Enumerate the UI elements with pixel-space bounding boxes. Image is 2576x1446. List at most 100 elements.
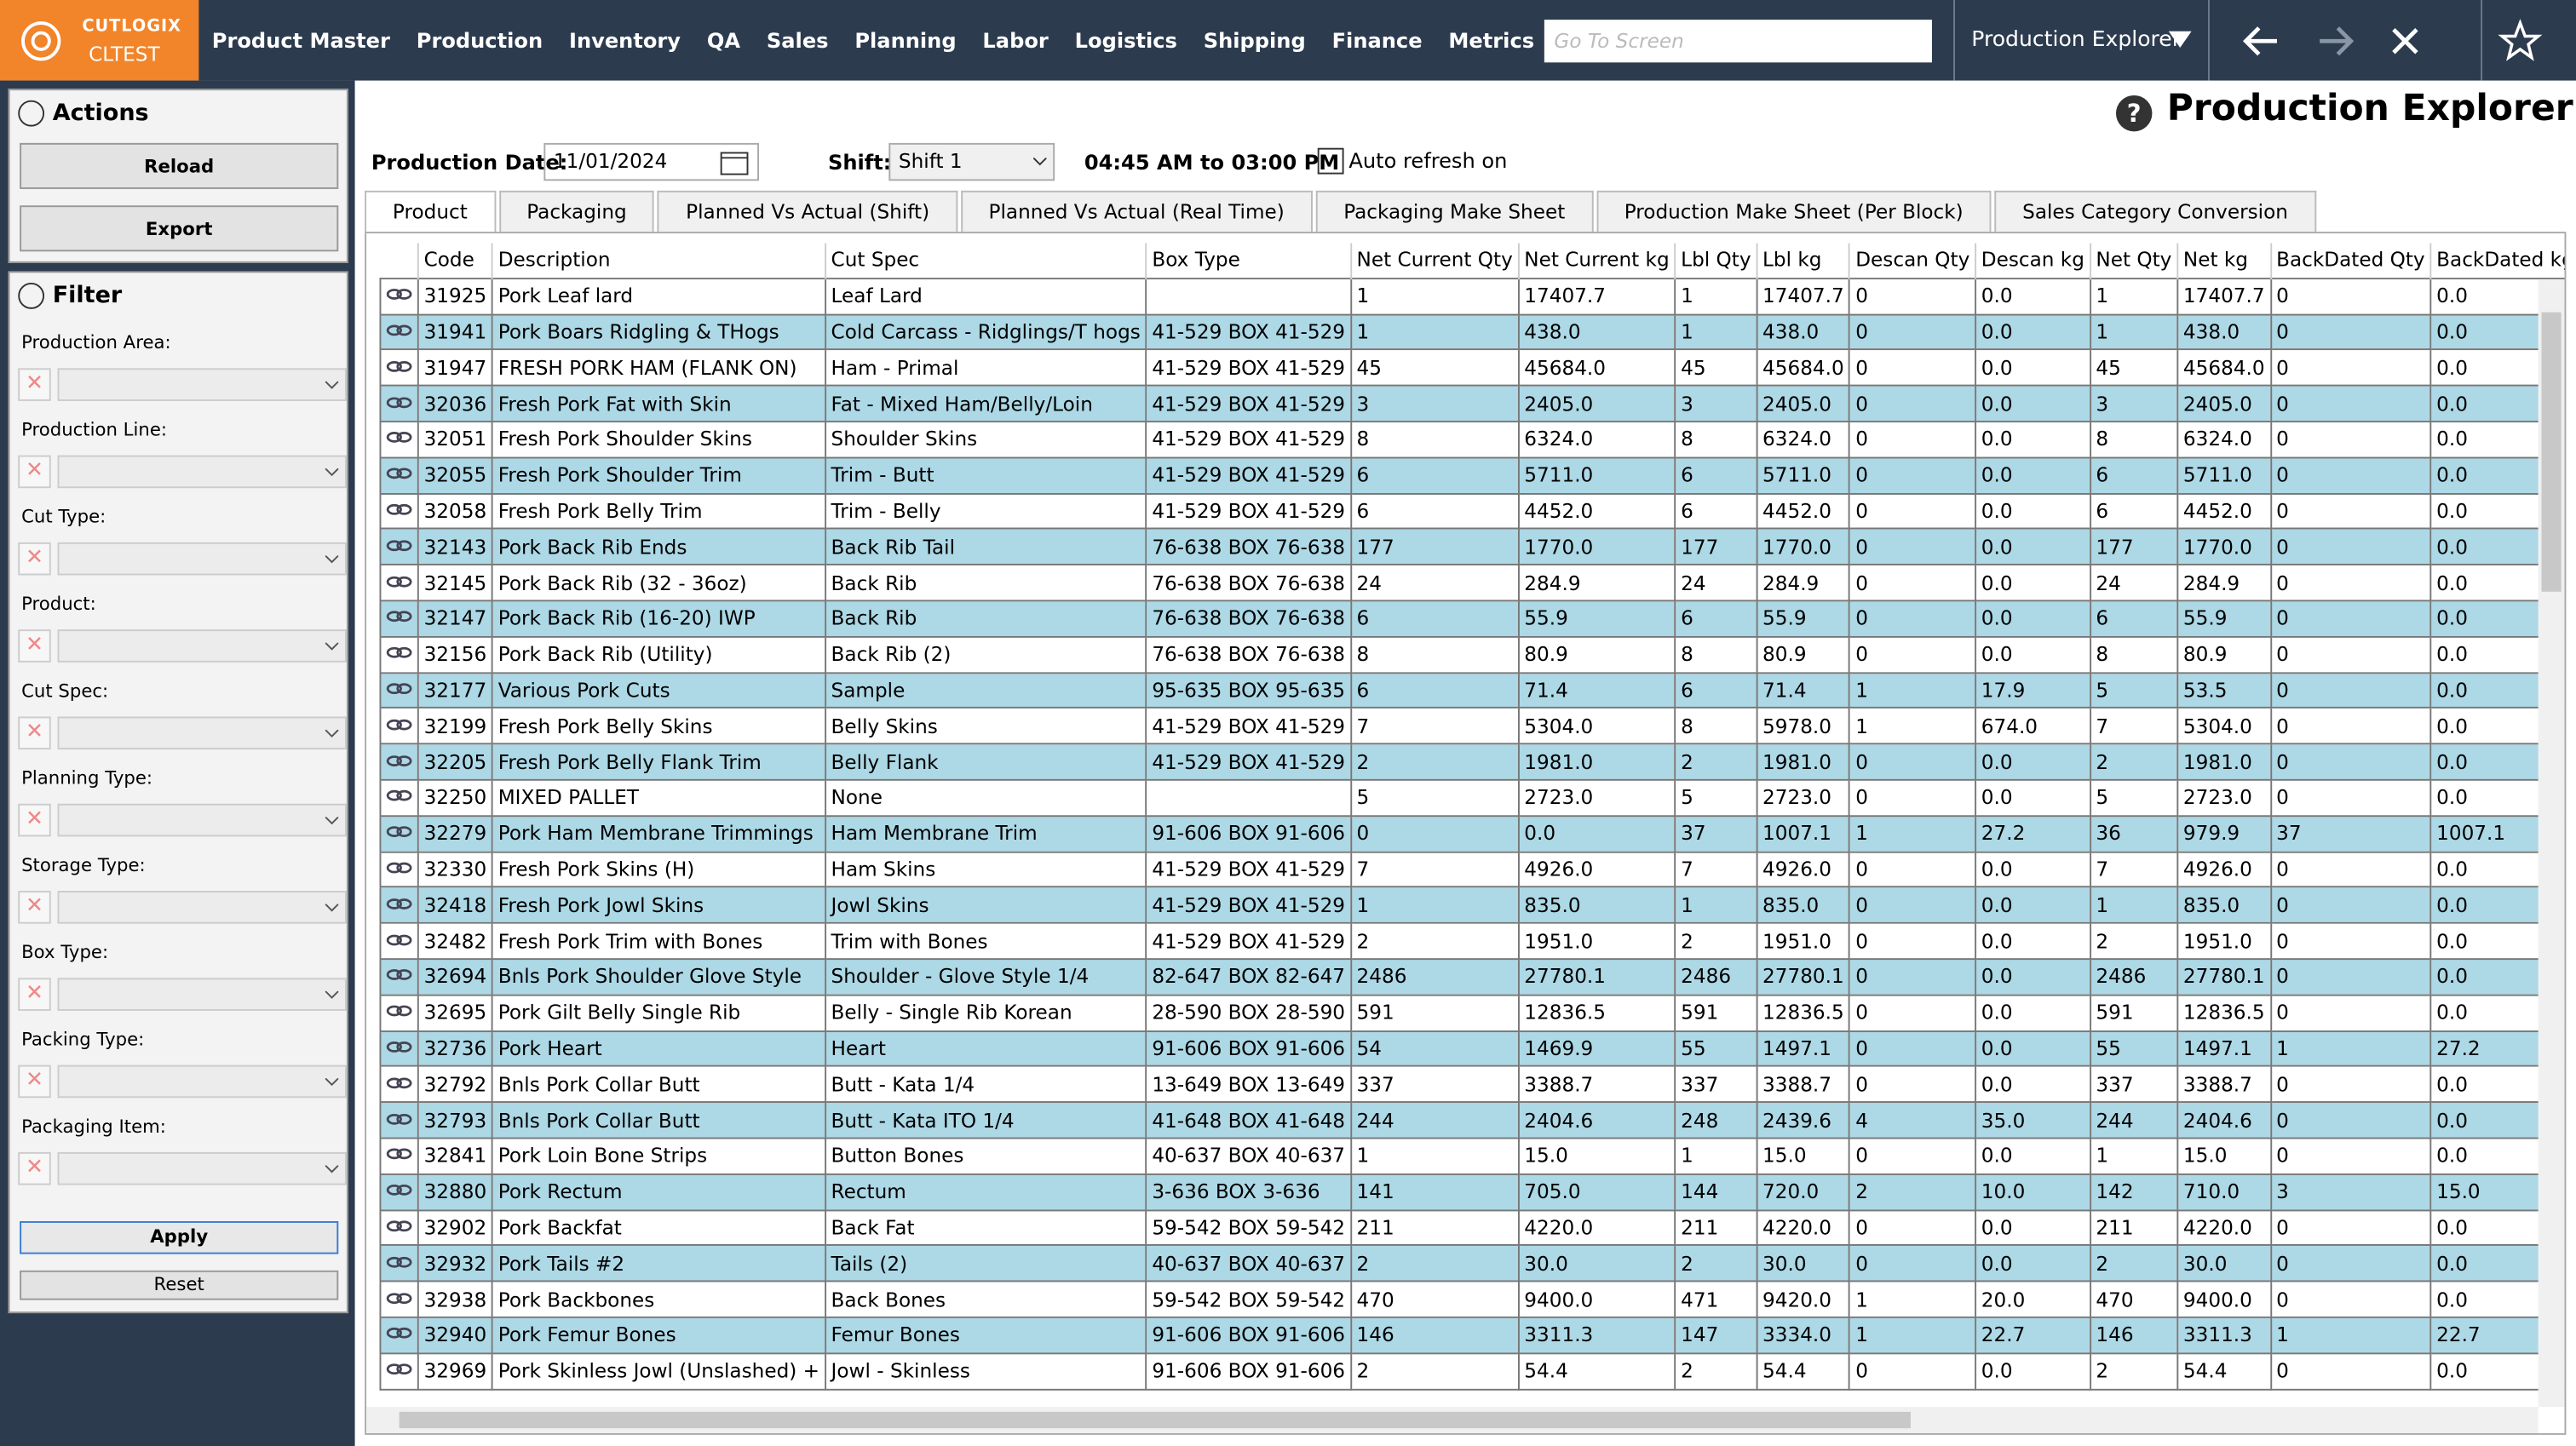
- link-cell[interactable]: [379, 277, 419, 315]
- table-row[interactable]: 32330 Fresh Pork Skins (H) Ham Skins 41-529…: [379, 850, 2565, 888]
- tab[interactable]: Planned Vs Actual (Shift): [658, 190, 957, 232]
- link-icon[interactable]: [386, 1110, 412, 1127]
- link-cell[interactable]: [379, 348, 419, 387]
- link-icon[interactable]: [386, 752, 412, 768]
- table-row[interactable]: 32177 Various Pork Cuts Sample 95-635 BOX 9…: [379, 671, 2565, 709]
- link-icon[interactable]: [386, 502, 412, 518]
- link-cell[interactable]: [379, 564, 419, 602]
- column-header[interactable]: Net Current kg: [1518, 243, 1676, 278]
- link-icon[interactable]: [386, 1325, 412, 1341]
- dropdown[interactable]: [57, 891, 347, 924]
- filter-select[interactable]: ✕: [18, 803, 347, 837]
- close-button[interactable]: [2371, 0, 2443, 81]
- dropdown[interactable]: [57, 542, 347, 576]
- clear-filter[interactable]: ✕: [18, 542, 51, 576]
- link-cell[interactable]: [379, 1101, 419, 1139]
- table-row[interactable]: 32036 Fresh Pork Fat with Skin Fat - Mixed…: [379, 384, 2565, 422]
- table-row[interactable]: 32279 Pork Ham Membrane Trimmings Ham Memb…: [379, 814, 2565, 852]
- link-icon[interactable]: [386, 573, 412, 589]
- table-row[interactable]: 32793 Bnls Pork Collar Butt Butt - Kata IT…: [379, 1101, 2565, 1139]
- dropdown[interactable]: [57, 1064, 347, 1099]
- back-button[interactable]: [2228, 0, 2300, 81]
- menu-item[interactable]: Finance: [1331, 27, 1423, 53]
- link-cell[interactable]: [379, 492, 419, 531]
- column-header[interactable]: Box Type: [1146, 243, 1352, 278]
- tab[interactable]: Product: [365, 190, 496, 232]
- collapse-icon[interactable]: [18, 282, 45, 309]
- clear-filter[interactable]: ✕: [18, 803, 51, 837]
- table-row[interactable]: 32143 Pork Back Rib Ends Back Rib Tail 76-6…: [379, 528, 2565, 566]
- table-row[interactable]: 31941 Pork Boars Ridgling & THogs Cold Car…: [379, 313, 2565, 351]
- table-row[interactable]: 32940 Pork Femur Bones Femur Bones 91-606 B…: [379, 1316, 2565, 1354]
- link-cell[interactable]: [379, 1173, 419, 1211]
- link-cell[interactable]: [379, 814, 419, 852]
- export-button[interactable]: Export: [20, 205, 339, 252]
- link-icon[interactable]: [386, 1075, 412, 1091]
- link-icon[interactable]: [386, 1218, 412, 1234]
- table-row[interactable]: 32199 Fresh Pork Belly Skins Belly Skins 41…: [379, 707, 2565, 745]
- link-cell[interactable]: [379, 1137, 419, 1175]
- clear-filter[interactable]: ✕: [18, 978, 51, 1011]
- filter-select[interactable]: ✕: [18, 891, 347, 924]
- link-icon[interactable]: [386, 1182, 412, 1198]
- link-icon[interactable]: [386, 1361, 412, 1377]
- link-cell[interactable]: [379, 1316, 419, 1354]
- link-cell[interactable]: [379, 850, 419, 888]
- link-icon[interactable]: [386, 358, 412, 374]
- column-header[interactable]: Net kg: [2177, 243, 2272, 278]
- link-cell[interactable]: [379, 671, 419, 709]
- table-row[interactable]: 32880 Pork Rectum Rectum 3-636 BOX 3-636 141…: [379, 1173, 2565, 1211]
- logo[interactable]: CUTLOGIX CLTEST: [0, 0, 199, 81]
- link-icon[interactable]: [386, 393, 412, 410]
- link-icon[interactable]: [386, 680, 412, 697]
- link-cell[interactable]: [379, 994, 419, 1032]
- link-cell[interactable]: [379, 384, 419, 422]
- vertical-scrollbar[interactable]: [2538, 279, 2565, 1408]
- favorite-button[interactable]: [2481, 0, 2555, 81]
- link-icon[interactable]: [386, 1039, 412, 1055]
- menu-item[interactable]: Shipping: [1203, 27, 1306, 53]
- date-input[interactable]: 11/01/2024: [543, 142, 759, 181]
- column-header[interactable]: BackDated Qty: [2270, 243, 2432, 278]
- tab[interactable]: Packaging: [498, 190, 655, 232]
- auto-refresh-checkbox[interactable]: [1317, 147, 1344, 175]
- column-header[interactable]: Lbl kg: [1757, 243, 1851, 278]
- column-header[interactable]: Description: [492, 243, 826, 278]
- table-row[interactable]: 32969 Pork Skinless Jowl (Unslashed) + Jow…: [379, 1351, 2565, 1390]
- table-row[interactable]: 32055 Fresh Pork Shoulder Trim Trim - Butt…: [379, 456, 2565, 495]
- table-row[interactable]: 32932 Pork Tails #2 Tails (2) 40-637 BOX 40…: [379, 1244, 2565, 1282]
- tab[interactable]: Packaging Make Sheet: [1315, 190, 1594, 232]
- link-cell[interactable]: [379, 635, 419, 674]
- menu-item[interactable]: QA: [706, 27, 741, 53]
- filter-select[interactable]: ✕: [18, 629, 347, 663]
- link-cell[interactable]: [379, 456, 419, 495]
- table-row[interactable]: 32695 Pork Gilt Belly Single Rib Belly - S…: [379, 994, 2565, 1032]
- table-row[interactable]: 32205 Fresh Pork Belly Flank Trim Belly Fl…: [379, 743, 2565, 781]
- link-cell[interactable]: [379, 922, 419, 960]
- link-cell[interactable]: [379, 528, 419, 566]
- horizontal-scrollbar[interactable]: [366, 1407, 2539, 1433]
- shift-select[interactable]: Shift 1: [888, 142, 1055, 181]
- link-icon[interactable]: [386, 716, 412, 732]
- tab[interactable]: Sales Category Conversion: [1994, 190, 2316, 232]
- menu-item[interactable]: Metrics: [1448, 27, 1535, 53]
- link-icon[interactable]: [386, 1146, 412, 1162]
- clear-filter[interactable]: ✕: [18, 629, 51, 663]
- link-icon[interactable]: [386, 645, 412, 661]
- filter-select[interactable]: ✕: [18, 1064, 347, 1099]
- dropdown[interactable]: [57, 629, 347, 663]
- link-icon[interactable]: [386, 286, 412, 302]
- menu-item[interactable]: Labor: [982, 27, 1049, 53]
- clear-filter[interactable]: ✕: [18, 891, 51, 924]
- clear-filter[interactable]: ✕: [18, 368, 51, 401]
- table-row[interactable]: 32736 Pork Heart Heart 91-606 BOX 91-606 54 1…: [379, 1030, 2565, 1068]
- dropdown[interactable]: [57, 1151, 347, 1185]
- table-row[interactable]: 32051 Fresh Pork Shoulder Skins Shoulder S…: [379, 421, 2565, 459]
- tab[interactable]: Planned Vs Actual (Real Time): [960, 190, 1313, 232]
- filter-select[interactable]: ✕: [18, 716, 347, 750]
- link-icon[interactable]: [386, 537, 412, 554]
- link-cell[interactable]: [379, 1351, 419, 1390]
- link-icon[interactable]: [386, 466, 412, 482]
- link-cell[interactable]: [379, 600, 419, 638]
- dropdown[interactable]: [57, 803, 347, 837]
